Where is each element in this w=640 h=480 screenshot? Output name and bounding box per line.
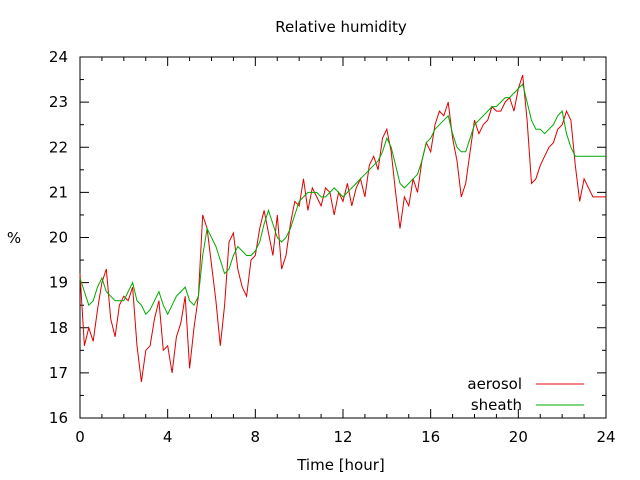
- legend-label-aerosol: aerosol: [467, 375, 522, 393]
- chart-title: Relative humidity: [275, 18, 407, 36]
- x-tick-label: 12: [333, 428, 352, 446]
- y-tick-label: 24: [49, 48, 68, 66]
- x-axis-label: Time [hour]: [296, 456, 385, 474]
- legend-label-sheath: sheath: [471, 396, 522, 414]
- x-tick-label: 16: [421, 428, 440, 446]
- y-tick-label: 21: [49, 183, 68, 201]
- x-tick-label: 4: [163, 428, 173, 446]
- series-line-sheath: [79, 83, 606, 316]
- y-tick-label: 22: [49, 138, 68, 156]
- x-tick-label: 20: [509, 428, 528, 446]
- series-lines: [79, 74, 606, 382]
- y-tick-label: 18: [49, 319, 68, 337]
- y-tick-label: 20: [49, 229, 68, 247]
- x-tick-label: 8: [251, 428, 261, 446]
- y-axis-label: %: [7, 229, 21, 247]
- x-tick-label: 0: [75, 428, 85, 446]
- y-tick-label: 19: [49, 274, 68, 292]
- legend: aerosol sheath: [467, 375, 584, 414]
- y-tick-label: 16: [49, 409, 68, 427]
- plot-frame: [79, 56, 607, 419]
- y-tick-label: 17: [49, 364, 68, 382]
- y-tick-label: 23: [49, 93, 68, 111]
- axis-ticks: 0 4 8 12 16 20 24 16 17 18 19 20 21 22 23 24: [49, 48, 616, 446]
- x-tick-label: 24: [596, 428, 615, 446]
- series-line-aerosol: [79, 74, 606, 382]
